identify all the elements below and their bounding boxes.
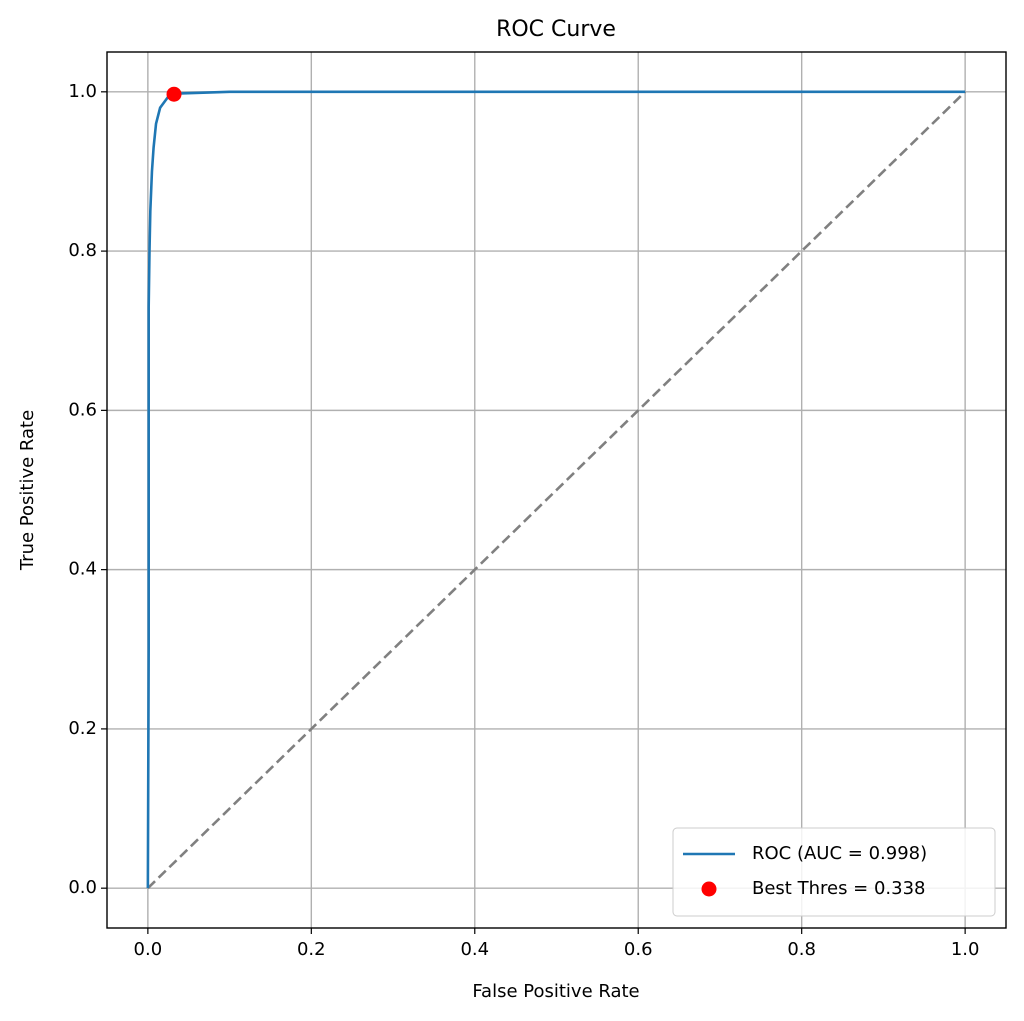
legend-label: Best Thres = 0.338 [752, 878, 926, 899]
y-axis-label: True Positive Rate [17, 410, 38, 571]
plot-frame [106, 51, 1007, 929]
y-tick-label: 0.6 [68, 399, 97, 420]
chart-title: ROC Curve [496, 17, 616, 42]
series-marker [166, 86, 182, 102]
x-tick-label: 0.8 [787, 939, 816, 960]
x-tick-label: 0.4 [460, 939, 489, 960]
legend-marker [701, 881, 717, 897]
legend: ROC (AUC = 0.998) Best Thres = 0.338 [672, 827, 996, 917]
legend-label: ROC (AUC = 0.998) [752, 843, 927, 864]
x-tick-label: 1.0 [951, 939, 980, 960]
y-tick-label: 0.0 [68, 877, 97, 898]
y-tick-label: 1.0 [68, 81, 97, 102]
x-tick-label: 0.6 [624, 939, 653, 960]
x-tick-label: 0.2 [297, 939, 326, 960]
x-tick-label: 0.0 [134, 939, 163, 960]
y-tick-label: 0.2 [68, 718, 97, 739]
series-line [146, 90, 967, 890]
x-axis-label: False Positive Rate [472, 981, 639, 1002]
y-tick-label: 0.8 [68, 240, 97, 261]
y-tick-label: 0.4 [68, 559, 97, 580]
legend-box [672, 827, 996, 917]
